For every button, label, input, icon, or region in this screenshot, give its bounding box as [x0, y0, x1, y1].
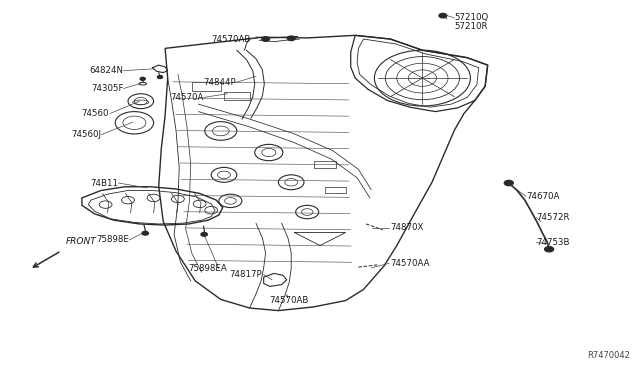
Text: 74670A: 74670A [526, 192, 559, 201]
Text: 74560J: 74560J [71, 130, 101, 139]
Text: 75898EA: 75898EA [189, 264, 227, 273]
Text: 74572R: 74572R [536, 213, 570, 222]
Text: 57210R: 57210R [454, 22, 488, 31]
Bar [325, 187, 346, 193]
Text: 74B11: 74B11 [90, 179, 118, 187]
Text: 64824N: 64824N [90, 66, 124, 75]
Text: 74570AA: 74570AA [390, 259, 430, 268]
Text: 74570A: 74570A [170, 93, 204, 102]
Text: 74870X: 74870X [390, 223, 424, 232]
Text: FRONT: FRONT [65, 237, 96, 246]
Circle shape [142, 231, 148, 235]
Circle shape [201, 232, 207, 236]
Text: 74570AB: 74570AB [211, 35, 251, 44]
Text: 75898E: 75898E [97, 235, 129, 244]
Text: 74570AB: 74570AB [269, 296, 309, 305]
Text: 57210Q: 57210Q [454, 13, 489, 22]
Text: R7470042: R7470042 [588, 351, 630, 360]
Text: 74560: 74560 [81, 109, 109, 118]
Circle shape [504, 180, 513, 186]
Circle shape [439, 13, 447, 18]
Circle shape [287, 36, 295, 41]
Text: 74305F: 74305F [91, 84, 124, 93]
Bar [224, 92, 250, 100]
Circle shape [545, 247, 554, 252]
Circle shape [140, 77, 145, 80]
Text: 74817P: 74817P [230, 270, 262, 279]
Circle shape [157, 76, 163, 78]
Bar [314, 161, 336, 168]
Circle shape [262, 37, 269, 41]
Bar [192, 82, 221, 91]
Text: 74844P: 74844P [203, 78, 236, 87]
Text: 74753B: 74753B [536, 238, 570, 247]
